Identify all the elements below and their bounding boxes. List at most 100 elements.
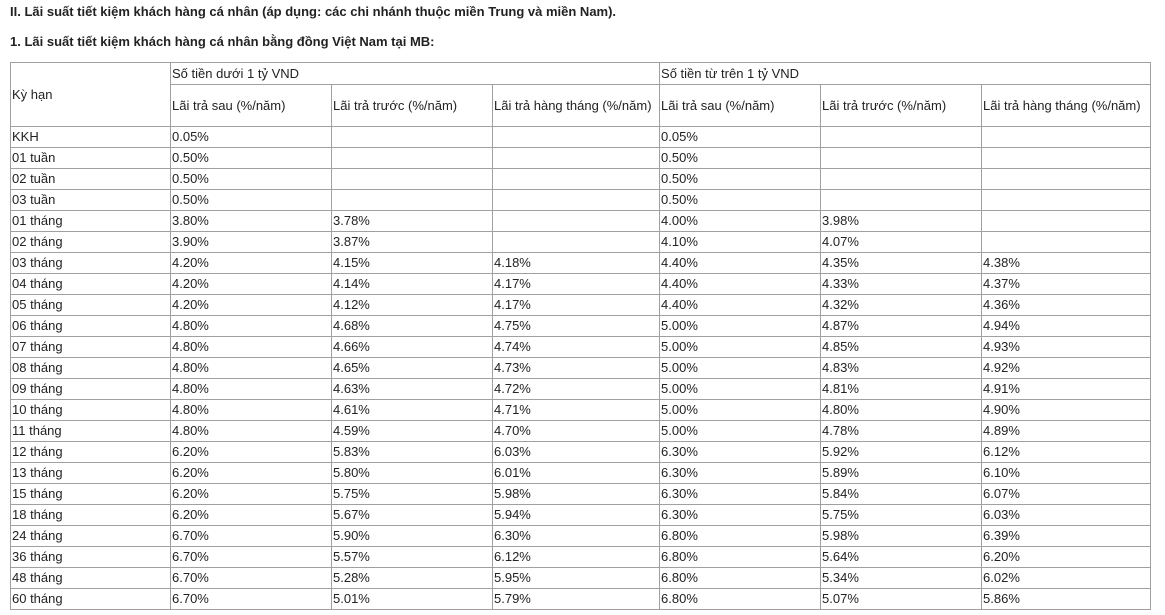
rate-cell <box>491 126 661 148</box>
rate-cell: 0.50% <box>659 147 822 169</box>
rate-cell: 4.80% <box>170 357 332 379</box>
rate-cell <box>820 126 983 148</box>
rate-cell: 6.70% <box>170 567 332 589</box>
rate-cell: 5.90% <box>331 525 493 547</box>
rate-cell: 4.70% <box>491 420 661 442</box>
data-row: 48 tháng 6.70% 5.28% 5.95% 6.80% 5.34% 6.02% <box>10 567 1152 589</box>
term-cell: 05 tháng <box>10 294 171 316</box>
rate-cell: 4.66% <box>331 336 493 358</box>
heading: II. Lãi suất tiết kiệm khách hàng cá nhâ… <box>10 4 617 19</box>
term-cell: 11 tháng <box>10 420 171 442</box>
rate-cell: 6.07% <box>981 483 1152 505</box>
rate-cell <box>981 126 1152 148</box>
data-row: 15 tháng 6.20% 5.75% 5.98% 6.30% 5.84% 6.07% <box>10 483 1152 505</box>
data-row: 03 tuần 0.50% 0.50% <box>10 189 1152 211</box>
rate-cell: 4.17% <box>491 294 661 316</box>
rate-cell: 4.20% <box>170 252 332 274</box>
rate-cell: 4.81% <box>820 378 983 400</box>
term-cell: 03 tuần <box>10 189 171 211</box>
rate-cell: 6.20% <box>170 462 332 484</box>
rate-cell: 4.68% <box>331 315 493 337</box>
rate-cell: 5.00% <box>659 378 822 400</box>
rate-cell: 0.50% <box>659 168 822 190</box>
rate-table: Kỳ hạn Số tiền dưới 1 tỷ VND Số tiền từ tr… <box>10 62 1152 610</box>
term-cell: 10 tháng <box>10 399 171 421</box>
rate-cell: 6.02% <box>981 567 1152 589</box>
data-row: 06 tháng 4.80% 4.68% 4.75% 5.00% 4.87% 4.94% <box>10 315 1152 337</box>
rate-cell: 6.80% <box>659 567 822 589</box>
rate-cell: 5.34% <box>820 567 983 589</box>
rate-cell: 6.03% <box>491 441 661 463</box>
rate-cell <box>331 168 493 190</box>
rate-cell: 5.00% <box>659 336 822 358</box>
rate-cell: 5.89% <box>820 462 983 484</box>
rate-cell: 4.20% <box>170 273 332 295</box>
data-row: 05 tháng 4.20% 4.12% 4.17% 4.40% 4.32% 4.36% <box>10 294 1152 316</box>
rate-cell: 5.83% <box>331 441 493 463</box>
rate-cell: 6.70% <box>170 525 332 547</box>
rate-cell <box>820 168 983 190</box>
data-row: 09 tháng 4.80% 4.63% 4.72% 5.00% 4.81% 4.91% <box>10 378 1152 400</box>
rate-cell: 4.17% <box>491 273 661 295</box>
data-row: 02 tuần 0.50% 0.50% <box>10 168 1152 190</box>
term-cell: 08 tháng <box>10 357 171 379</box>
rate-cell: 4.80% <box>820 399 983 421</box>
data-row: 08 tháng 4.80% 4.65% 4.73% 5.00% 4.83% 4.92% <box>10 357 1152 379</box>
rate-cell: 4.80% <box>170 378 332 400</box>
rate-cell: 4.15% <box>331 252 493 274</box>
rate-cell: 6.30% <box>659 441 822 463</box>
term-cell: 01 tuần <box>10 147 171 169</box>
rate-cell: 6.20% <box>170 441 332 463</box>
rate-cell: 5.00% <box>659 399 822 421</box>
rate-cell: 5.98% <box>491 483 661 505</box>
rate-cell: 4.92% <box>981 357 1152 379</box>
rate-cell: 4.35% <box>820 252 983 274</box>
rate-cell: 5.00% <box>659 357 822 379</box>
rate-cell: 5.64% <box>820 546 983 568</box>
rate-cell: 5.07% <box>820 588 983 610</box>
rate-cell <box>491 231 661 253</box>
rate-cell: 6.80% <box>659 525 822 547</box>
rate-cell: 4.33% <box>820 273 983 295</box>
rate-cell: 4.87% <box>820 315 983 337</box>
data-row: 01 tháng 3.80% 3.78% 4.00% 3.98% <box>10 210 1152 232</box>
rate-cell: 4.80% <box>170 336 332 358</box>
data-row: 10 tháng 4.80% 4.61% 4.71% 5.00% 4.80% 4.90% <box>10 399 1152 421</box>
term-cell: 09 tháng <box>10 378 171 400</box>
rate-cell: 0.50% <box>659 189 822 211</box>
column-header: Lãi trả hàng tháng (%/năm) <box>981 84 1152 127</box>
rate-cell: 6.39% <box>981 525 1152 547</box>
term-cell: 24 tháng <box>10 525 171 547</box>
rate-cell: 6.70% <box>170 546 332 568</box>
rate-cell: 6.12% <box>491 546 661 568</box>
rate-cell <box>331 147 493 169</box>
data-row: 07 tháng 4.80% 4.66% 4.74% 5.00% 4.85% 4.93% <box>10 336 1152 358</box>
rate-cell: 5.57% <box>331 546 493 568</box>
rate-cell: 4.40% <box>659 273 822 295</box>
rate-cell: 4.18% <box>491 252 661 274</box>
rate-cell <box>981 147 1152 169</box>
rate-cell: 6.20% <box>170 483 332 505</box>
rate-cell: 4.94% <box>981 315 1152 337</box>
term-cell: 12 tháng <box>10 441 171 463</box>
rate-cell: 4.37% <box>981 273 1152 295</box>
rate-cell: 6.80% <box>659 588 822 610</box>
rate-cell: 5.00% <box>659 420 822 442</box>
rate-cell: 0.50% <box>170 147 332 169</box>
term-cell: 02 tuần <box>10 168 171 190</box>
rate-cell: 6.30% <box>659 483 822 505</box>
rate-cell: 4.65% <box>331 357 493 379</box>
rate-cell: 4.78% <box>820 420 983 442</box>
rate-cell: 4.71% <box>491 399 661 421</box>
rate-cell <box>981 210 1152 232</box>
term-cell: 15 tháng <box>10 483 171 505</box>
rate-cell <box>491 168 661 190</box>
header-row: Lãi trả sau (%/năm) Lãi trả trước (%/năm)… <box>11 84 1152 127</box>
rate-cell: 3.87% <box>331 231 493 253</box>
rate-cell <box>491 210 661 232</box>
rate-cell: 5.75% <box>820 504 983 526</box>
rate-cell <box>491 189 661 211</box>
rate-cell <box>820 147 983 169</box>
rate-cell: 6.20% <box>170 504 332 526</box>
rate-cell: 4.80% <box>170 420 332 442</box>
